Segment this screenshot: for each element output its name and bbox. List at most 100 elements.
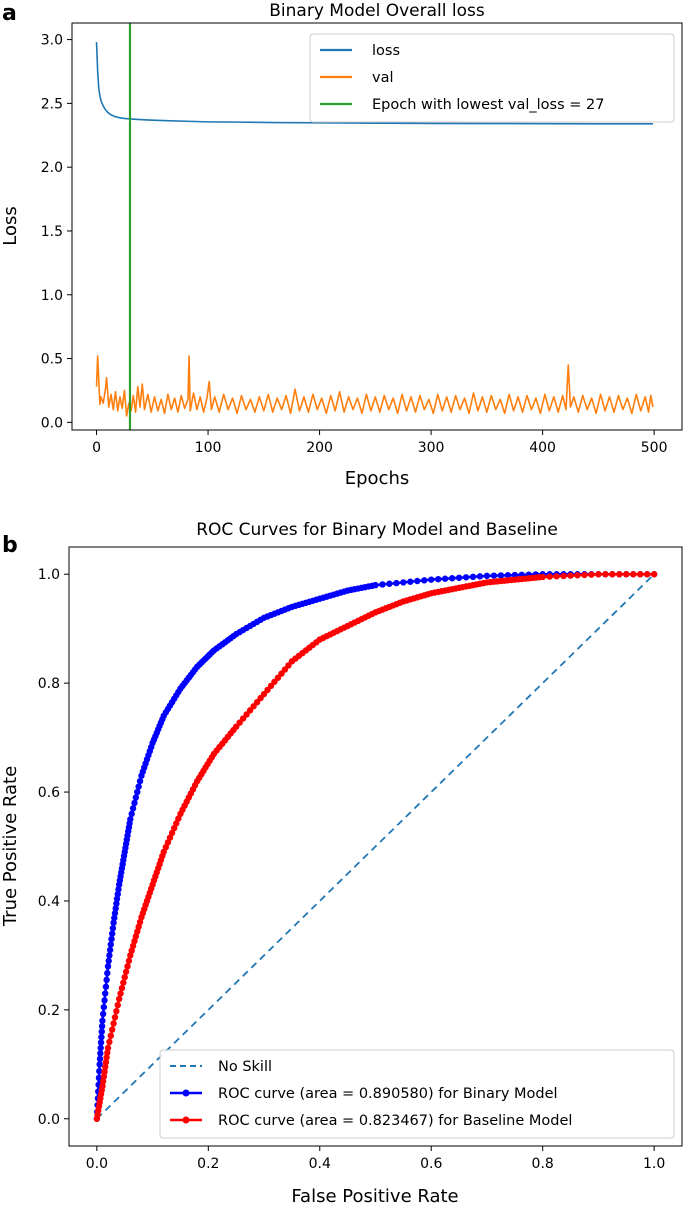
roc-point-roc-curve-area-0-890580-for-binary-model xyxy=(102,990,109,997)
loss-y-tick-label: 1.5 xyxy=(41,224,63,240)
roc-point-roc-curve-area-0-823467-for-baseline-model xyxy=(643,571,651,578)
loss-y-tick-label: 2.0 xyxy=(41,160,63,176)
roc-point-roc-curve-area-0-890580-for-binary-model xyxy=(455,574,463,581)
roc-point-roc-curve-area-0-823467-for-baseline-model xyxy=(168,829,176,837)
roc-x-tick-label: 0.8 xyxy=(532,1156,554,1172)
roc-point-roc-curve-area-0-823467-for-baseline-model xyxy=(99,1078,107,1085)
roc-point-roc-curve-area-0-890580-for-binary-model xyxy=(96,1061,103,1068)
roc-point-roc-curve-area-0-823467-for-baseline-model xyxy=(630,571,637,578)
loss-y-tick-label: 3.0 xyxy=(41,33,63,49)
roc-point-roc-curve-area-0-890580-for-binary-model xyxy=(129,805,137,812)
roc-point-roc-curve-area-0-823467-for-baseline-model xyxy=(546,573,553,580)
loss-series-group xyxy=(95,23,654,430)
roc-legend-box xyxy=(159,1049,675,1139)
roc-point-roc-curve-area-0-823467-for-baseline-model xyxy=(99,1082,106,1090)
legend-marker-binary-model xyxy=(182,1089,190,1097)
roc-x-tick-label: 0.0 xyxy=(86,1156,108,1172)
roc-point-roc-curve-area-0-823467-for-baseline-model xyxy=(106,1038,113,1046)
roc-point-roc-curve-area-0-890580-for-binary-model xyxy=(111,914,118,922)
roc-point-roc-curve-area-0-823467-for-baseline-model xyxy=(164,839,172,846)
roc-point-roc-curve-area-0-823467-for-baseline-model xyxy=(616,571,623,578)
roc-y-tick-label: 0.4 xyxy=(38,894,60,910)
roc-y-tick-label: 0.0 xyxy=(38,1112,60,1128)
roc-point-roc-curve-area-0-890580-for-binary-model xyxy=(99,1010,107,1018)
roc-point-roc-curve-area-0-823467-for-baseline-model xyxy=(104,1044,112,1052)
roc-point-roc-curve-area-0-890580-for-binary-model xyxy=(476,573,484,580)
roc-point-roc-curve-area-0-890580-for-binary-model xyxy=(102,983,110,990)
roc-point-roc-curve-area-0-890580-for-binary-model xyxy=(414,577,421,585)
roc-point-roc-curve-area-0-823467-for-baseline-model xyxy=(101,1068,108,1076)
roc-x-tick-label: 1.0 xyxy=(643,1156,665,1172)
roc-point-roc-curve-area-0-890580-for-binary-model xyxy=(441,575,449,582)
roc-point-roc-curve-area-0-890580-for-binary-model xyxy=(96,1067,103,1075)
roc-point-roc-curve-area-0-890580-for-binary-model xyxy=(128,810,135,818)
legend-label-baseline-model: ROC curve (area = 0.823467) for Baseline… xyxy=(218,1113,572,1129)
roc-point-roc-curve-area-0-823467-for-baseline-model xyxy=(122,968,130,975)
roc-point-roc-curve-area-0-823467-for-baseline-model xyxy=(103,1054,110,1061)
roc-y-axis-label: True Positive Rate xyxy=(0,766,21,927)
loss-series-val xyxy=(95,355,654,417)
legend-marker-baseline-model xyxy=(182,1116,190,1124)
roc-y-tick-label: 0.8 xyxy=(38,676,60,692)
roc-point-roc-curve-area-0-890580-for-binary-model xyxy=(113,895,121,903)
roc-point-roc-curve-area-0-890580-for-binary-model xyxy=(136,777,144,785)
roc-point-roc-curve-area-0-890580-for-binary-model xyxy=(108,930,116,937)
legend-label-binary-model: ROC curve (area = 0.890580) for Binary M… xyxy=(218,1086,558,1102)
roc-point-roc-curve-area-0-890580-for-binary-model xyxy=(497,572,505,579)
roc-point-roc-curve-area-0-890580-for-binary-model xyxy=(379,581,386,588)
roc-x-tick-label: 0.2 xyxy=(197,1156,219,1172)
roc-chart-title: ROC Curves for Binary Model and Baseline xyxy=(196,520,558,540)
roc-point-roc-curve-area-0-823467-for-baseline-model xyxy=(602,571,609,578)
roc-point-roc-curve-area-0-890580-for-binary-model xyxy=(111,910,119,917)
roc-point-roc-curve-area-0-823467-for-baseline-model xyxy=(115,995,123,1003)
roc-point-roc-curve-area-0-890580-for-binary-model xyxy=(103,976,110,984)
roc-point-roc-curve-area-0-823467-for-baseline-model xyxy=(173,820,180,827)
loss-x-tick-label: 200 xyxy=(306,440,333,456)
loss-chart: Binary Model Overall loss 0 100 200 300 400 5… xyxy=(0,1,683,489)
roc-point-roc-curve-area-0-890580-for-binary-model xyxy=(99,1017,106,1024)
roc-series-no-skill xyxy=(96,573,655,1120)
roc-point-roc-curve-area-0-890580-for-binary-model xyxy=(105,957,112,965)
roc-point-roc-curve-area-0-890580-for-binary-model xyxy=(96,1055,104,1063)
roc-point-roc-curve-area-0-890580-for-binary-model xyxy=(483,572,491,580)
roc-point-roc-curve-area-0-890580-for-binary-model xyxy=(108,935,115,943)
loss-chart-title: Binary Model Overall loss xyxy=(269,1,485,21)
roc-point-roc-curve-area-0-823467-for-baseline-model xyxy=(125,957,133,965)
roc-point-roc-curve-area-0-890580-for-binary-model xyxy=(469,573,477,581)
roc-point-roc-curve-area-0-890580-for-binary-model xyxy=(97,1039,105,1046)
roc-point-roc-curve-area-0-823467-for-baseline-model xyxy=(574,572,581,579)
roc-point-roc-curve-area-0-890580-for-binary-model xyxy=(101,997,108,1004)
roc-point-roc-curve-area-0-890580-for-binary-model xyxy=(98,1028,105,1035)
loss-chart-frame xyxy=(71,22,683,431)
roc-point-roc-curve-area-0-890580-for-binary-model xyxy=(110,919,117,926)
roc-point-roc-curve-area-0-823467-for-baseline-model xyxy=(111,1014,119,1021)
roc-point-roc-curve-area-0-890580-for-binary-model xyxy=(100,1003,108,1011)
roc-point-roc-curve-area-0-823467-for-baseline-model xyxy=(567,572,574,579)
roc-chart-ticks: 0.0 0.2 0.4 0.6 0.8 1.0 0.0 0.2 0.4 0.6 0.8 1.0 xyxy=(38,567,666,1172)
roc-point-roc-curve-area-0-823467-for-baseline-model xyxy=(650,571,658,578)
roc-point-roc-curve-area-0-823467-for-baseline-model xyxy=(539,573,546,581)
roc-point-roc-curve-area-0-823467-for-baseline-model xyxy=(595,571,602,578)
loss-x-tick-label: 500 xyxy=(641,440,668,456)
roc-point-roc-curve-area-0-823467-for-baseline-model xyxy=(581,571,588,579)
roc-point-roc-curve-area-0-890580-for-binary-model xyxy=(97,1050,104,1057)
roc-chart-frame xyxy=(68,546,683,1147)
roc-point-roc-curve-area-0-823467-for-baseline-model xyxy=(623,571,630,578)
loss-y-tick-label: 1.0 xyxy=(41,288,63,304)
roc-point-roc-curve-area-0-823467-for-baseline-model xyxy=(560,572,567,580)
roc-point-roc-curve-area-0-823467-for-baseline-model xyxy=(609,571,616,578)
roc-point-roc-curve-area-0-823467-for-baseline-model xyxy=(637,571,644,578)
roc-point-roc-curve-area-0-890580-for-binary-model xyxy=(386,580,393,587)
roc-point-roc-curve-area-0-823467-for-baseline-model xyxy=(113,1008,120,1015)
loss-x-tick-label: 100 xyxy=(195,440,222,456)
roc-point-roc-curve-area-0-890580-for-binary-model xyxy=(115,886,122,893)
loss-legend-box xyxy=(309,33,675,123)
roc-point-roc-curve-area-0-890580-for-binary-model xyxy=(504,572,512,579)
roc-point-roc-curve-area-0-890580-for-binary-model xyxy=(131,799,138,807)
roc-point-roc-curve-area-0-823467-for-baseline-model xyxy=(102,1063,109,1071)
roc-point-roc-curve-area-0-823467-for-baseline-model xyxy=(110,1020,117,1027)
loss-x-tick-label: 300 xyxy=(418,440,445,456)
roc-point-roc-curve-area-0-890580-for-binary-model xyxy=(106,946,114,954)
roc-point-roc-curve-area-0-823467-for-baseline-model xyxy=(588,571,595,578)
